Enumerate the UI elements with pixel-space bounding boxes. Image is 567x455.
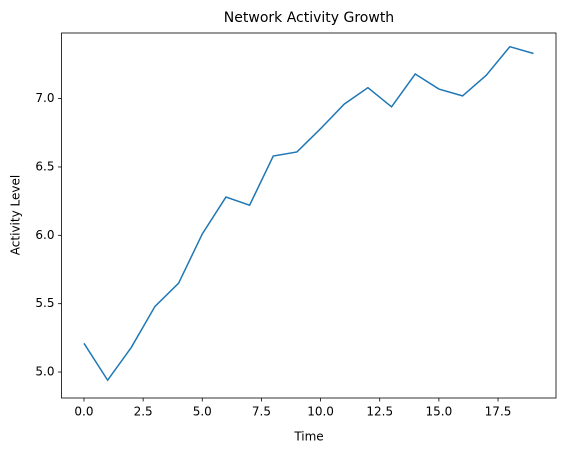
y-tick-label: 6.5 [35,159,54,173]
x-tick-label: 15.0 [426,405,453,419]
x-tick-label: 10.0 [307,405,334,419]
data-line [83,45,534,382]
chart-title: Network Activity Growth [224,10,394,26]
x-tick-label: 12.5 [366,405,393,419]
y-tick-label: 7.0 [35,91,54,105]
y-tick-label: 6.0 [35,228,54,242]
x-tick-label: 17.5 [485,405,512,419]
y-tick-label: 5.0 [35,365,54,379]
y-axis-label: Activity Level [9,175,23,255]
axes-frame [61,32,557,399]
x-tick-label: 0.0 [74,405,93,419]
x-axis-label: Time [293,430,323,444]
x-tick-label: 7.5 [252,405,271,419]
x-tick-label: 2.5 [134,405,153,419]
y-tick-label: 5.5 [35,296,54,310]
x-tick-label: 5.0 [193,405,212,419]
